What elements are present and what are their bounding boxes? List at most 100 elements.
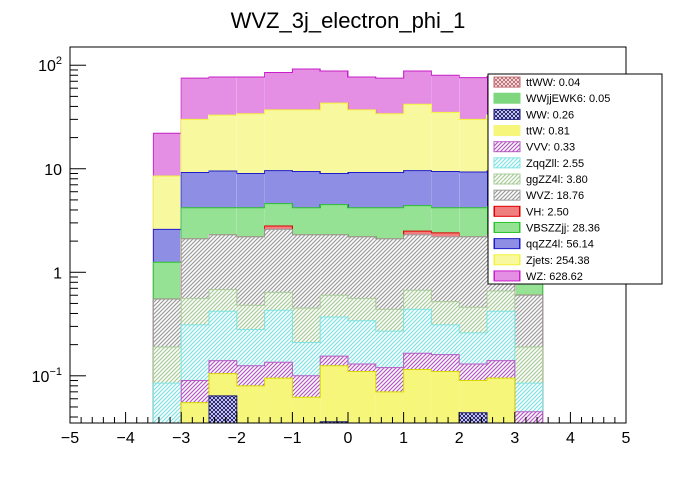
bar-Zjets-bin-0 xyxy=(153,176,182,230)
bar-Zjets-bin-7 xyxy=(348,109,376,173)
legend-swatch-WW xyxy=(493,108,521,120)
bar-Zjets-bin-4 xyxy=(264,109,293,171)
bar-ttW-bin-9 xyxy=(403,369,432,423)
bar-ZqqZll-bin-9 xyxy=(403,309,432,354)
x-tick-label: 2 xyxy=(455,430,464,447)
bar-VVV-bin-4 xyxy=(264,362,293,379)
outline-Zjets xyxy=(152,102,544,423)
bar-ZqqZll-bin-12 xyxy=(487,311,515,361)
bar-ttW-bin-8 xyxy=(375,391,404,423)
bar-ZqqZll-bin-2 xyxy=(209,311,237,361)
bar-VVV-bin-6 xyxy=(320,356,348,366)
legend-label-ttW: ttW: 0.81 xyxy=(526,126,570,138)
bar-ZqqZll-bin-4 xyxy=(264,310,293,363)
bar-ggZZ4l-bin-10 xyxy=(431,301,460,325)
outline-ZqqZll xyxy=(152,308,544,423)
x-tick-label: 5 xyxy=(622,430,631,447)
x-tick-label: −4 xyxy=(116,430,134,447)
bar-WZ-bin-1 xyxy=(181,78,209,120)
legend-label-qqZZ4l: qqZZ4l: 56.14 xyxy=(526,239,594,251)
bar-ttW-bin-3 xyxy=(236,385,265,423)
stacked-bars xyxy=(152,68,544,424)
bar-WZ-bin-6 xyxy=(320,70,348,104)
bar-WVZ-bin-0 xyxy=(153,299,182,347)
legend-swatch-ggZZ4l xyxy=(493,173,521,185)
bar-ggZZ4l-bin-3 xyxy=(236,305,265,330)
x-tick-label: −5 xyxy=(61,430,79,447)
legend-swatch-VVV xyxy=(493,141,521,153)
outline-WVZ xyxy=(152,228,544,423)
legend-swatch-WWjjEWK6 xyxy=(493,92,521,104)
outline-ggZZ4l xyxy=(152,289,544,423)
bar-qqZZ4l-bin-3 xyxy=(236,173,265,208)
bar-VBSZZjj-bin-9 xyxy=(403,205,432,232)
bar-qqZZ4l-bin-7 xyxy=(348,172,376,208)
x-tick-label: −2 xyxy=(228,430,246,447)
legend-label-WWjjEWK6: WWjjEWK6: 0.05 xyxy=(526,93,610,105)
legend-label-WW: WW: 0.26 xyxy=(526,109,574,121)
bar-ggZZ4l-bin-2 xyxy=(209,289,237,312)
bar-VVV-bin-2 xyxy=(209,360,237,374)
bar-WW-bin-2 xyxy=(209,395,237,423)
chart-title: WVZ_3j_electron_phi_1 xyxy=(231,8,466,33)
bar-ggZZ4l-bin-13 xyxy=(514,346,543,384)
bar-VVV-bin-8 xyxy=(375,367,404,392)
bar-ttW-bin-2 xyxy=(209,373,237,396)
legend-label-VVV: VVV: 0.33 xyxy=(526,142,575,154)
bar-qqZZ4l-bin-10 xyxy=(431,171,460,208)
bar-qqZZ4l-bin-2 xyxy=(209,171,237,208)
bar-VBSZZjj-bin-2 xyxy=(209,207,237,235)
bar-qqZZ4l-bin-5 xyxy=(292,171,321,208)
outline-VVV xyxy=(153,352,544,424)
x-tick-label: 0 xyxy=(344,430,353,447)
bar-WW-bin-11 xyxy=(459,412,487,423)
bar-VVV-bin-1 xyxy=(181,380,209,403)
bar-Zjets-bin-9 xyxy=(403,104,432,171)
bar-VVV-bin-9 xyxy=(403,353,432,370)
x-axis: −5 −4 −3 −2 −1 0 1 2 3 4 5 xyxy=(61,412,631,447)
bar-VVV-bin-10 xyxy=(431,354,460,372)
bar-ZqqZll-bin-11 xyxy=(459,332,487,364)
bar-WZ-bin-10 xyxy=(431,75,460,113)
bar-WZ-bin-2 xyxy=(209,76,237,116)
outline-VBSZZjj xyxy=(152,203,544,423)
bar-ZqqZll-bin-3 xyxy=(236,329,265,366)
legend-swatch-WZ xyxy=(493,270,521,282)
bar-qqZZ4l-bin-0 xyxy=(153,229,182,263)
bar-WVZ-bin-2 xyxy=(209,234,237,290)
legend: ttWW: 0.04 WWjjEWK6: 0.05 WW: 0.26 ttW: 0.8… xyxy=(487,73,663,285)
bar-ttW-bin-6 xyxy=(320,365,348,422)
bar-qqZZ4l-bin-9 xyxy=(403,170,432,206)
bar-VVV-bin-13 xyxy=(514,411,543,423)
legend-label-ttWW: ttWW: 0.04 xyxy=(526,77,580,89)
bar-qqZZ4l-bin-8 xyxy=(375,172,404,208)
bar-WZ-bin-8 xyxy=(375,78,404,114)
bar-WVZ-bin-13 xyxy=(514,295,543,347)
legend-label-WZ: WZ: 628.62 xyxy=(526,271,583,283)
bar-VBSZZjj-bin-10 xyxy=(431,207,460,233)
outline-ttW xyxy=(153,365,543,424)
bar-WZ-bin-7 xyxy=(348,76,376,110)
bar-ZqqZll-bin-10 xyxy=(431,324,460,355)
bar-qqZZ4l-bin-1 xyxy=(181,172,209,208)
bar-Zjets-bin-11 xyxy=(459,119,487,173)
legend-swatch-WVZ xyxy=(493,189,521,201)
x-tick-label: −1 xyxy=(283,430,301,447)
bar-VH-bin-10 xyxy=(431,232,460,237)
bar-WVZ-bin-9 xyxy=(403,234,432,291)
bar-WVZ-bin-5 xyxy=(292,234,321,309)
bar-VBSZZjj-bin-11 xyxy=(459,207,487,237)
bar-qqZZ4l-bin-11 xyxy=(459,172,487,208)
bar-VVV-bin-11 xyxy=(459,364,487,381)
bar-ZqqZll-bin-7 xyxy=(348,320,376,364)
legend-swatch-VBSZZjj xyxy=(493,221,521,233)
bar-Zjets-bin-10 xyxy=(431,112,460,172)
bar-ggZZ4l-bin-5 xyxy=(292,308,321,343)
bar-Zjets-bin-1 xyxy=(181,119,209,173)
bar-VBSZZjj-bin-6 xyxy=(320,204,348,235)
bar-WVZ-bin-8 xyxy=(375,238,404,310)
bar-VBSZZjj-bin-0 xyxy=(153,262,182,300)
bar-ttW-bin-7 xyxy=(348,371,376,423)
bar-ttW-bin-12 xyxy=(487,378,515,423)
